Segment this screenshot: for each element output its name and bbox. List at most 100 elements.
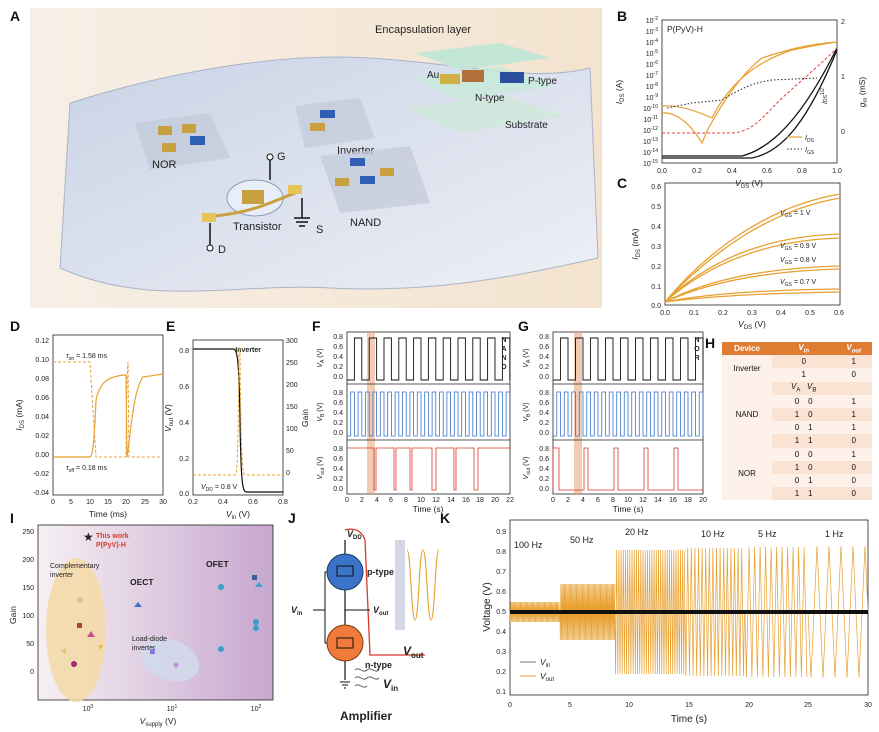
svg-text:0.6: 0.6 — [333, 456, 343, 463]
b-gm-curve-2 — [662, 49, 838, 159]
panel-label-c: C — [617, 175, 628, 191]
g-vb-wave — [553, 391, 704, 437]
j-vout-label: Vout — [373, 605, 388, 617]
svg-text:0.2: 0.2 — [333, 476, 343, 483]
svg-text:10: 10 — [417, 497, 425, 504]
panel-label-b: B — [617, 8, 628, 24]
svg-text:10-15: 10-15 — [643, 159, 658, 168]
svg-text:2: 2 — [360, 497, 364, 504]
svg-text:0: 0 — [841, 129, 845, 136]
svg-text:300: 300 — [286, 338, 298, 345]
svg-text:10-3: 10-3 — [646, 27, 658, 36]
svg-text:10-2: 10-2 — [646, 16, 658, 25]
svg-text:0.9: 0.9 — [496, 529, 506, 536]
svg-text:A: A — [501, 346, 506, 353]
e-yticks: 0.8 0.6 0.4 0.2 0.0 — [179, 348, 189, 498]
c-label-09v: VGS = 0.9 V — [780, 243, 817, 252]
i-yticks: 250 200 150 100 50 0 — [22, 529, 34, 676]
svg-text:14: 14 — [447, 497, 455, 504]
d-xticks: 0 5 10 15 20 25 30 — [51, 499, 167, 506]
svg-text:14: 14 — [654, 497, 662, 504]
svg-text:0.8: 0.8 — [179, 348, 189, 355]
svg-text:0.6: 0.6 — [333, 400, 343, 407]
svg-text:0.4: 0.4 — [496, 629, 506, 636]
j-vin-big: Vin — [383, 677, 398, 693]
svg-text:0.3: 0.3 — [496, 649, 506, 656]
svg-text:10-13: 10-13 — [643, 137, 658, 146]
svg-text:0.6: 0.6 — [834, 310, 844, 317]
svg-text:12: 12 — [432, 497, 440, 504]
svg-text:22: 22 — [506, 497, 514, 504]
j-vin-wave — [354, 668, 380, 688]
ptype-label: P-type — [528, 76, 557, 87]
group-nor: NOR — [722, 447, 772, 501]
nand-label: NAND — [350, 217, 381, 229]
svg-text:0.2: 0.2 — [539, 364, 549, 371]
svg-text:O: O — [694, 346, 700, 353]
e-xlabel: Vin (V) — [226, 509, 250, 521]
g-ticks: 0.8 0.6 0.4 0.2 0.0 0.8 0.6 0.4 0.2 0.0 … — [539, 334, 549, 493]
encapsulation-stack — [405, 43, 565, 133]
complementary-label: Complementary — [50, 563, 100, 570]
svg-text:20: 20 — [491, 497, 499, 504]
svg-text:0.8: 0.8 — [539, 334, 549, 341]
c-curve-1v — [664, 193, 841, 303]
d-ton: τon = 1.58 ms — [66, 353, 108, 362]
g-xlabel: Time (s) — [613, 504, 644, 514]
d-xlabel: Time (ms) — [89, 509, 127, 519]
svg-text:150: 150 — [22, 585, 34, 592]
panel-j-amplifier: VDD p-type n-type Vin Vout Vout Vin Ampl… — [291, 528, 440, 723]
e-y2label: Gain — [300, 409, 310, 427]
svg-text:30: 30 — [159, 499, 167, 506]
svg-text:0.4: 0.4 — [218, 499, 228, 506]
svg-text:0: 0 — [30, 669, 34, 676]
svg-text:0.3: 0.3 — [651, 244, 661, 251]
c-ylabel: IDS (mA) — [630, 228, 642, 260]
svg-text:200: 200 — [286, 382, 298, 389]
svg-text:0.2: 0.2 — [179, 456, 189, 463]
n-type-transistor — [326, 624, 364, 662]
k-legend: Vin Vout — [520, 657, 554, 683]
i-markers — [61, 575, 263, 668]
j-vtc-curve — [344, 528, 425, 656]
svg-text:18: 18 — [684, 497, 692, 504]
th-vin: Vin — [772, 342, 836, 356]
svg-text:0.4: 0.4 — [727, 168, 737, 175]
svg-text:0.8: 0.8 — [333, 446, 343, 453]
svg-text:2: 2 — [566, 497, 570, 504]
svg-text:0.04: 0.04 — [35, 414, 49, 421]
c-label-1v: VGS = 1 V — [780, 210, 811, 219]
e-vout-curve — [193, 348, 283, 493]
th-device: Device — [722, 342, 772, 356]
gate-terminal-label: G — [277, 151, 286, 163]
svg-text:10: 10 — [86, 499, 94, 506]
svg-text:10-7: 10-7 — [646, 71, 658, 80]
j-title: Amplifier — [340, 709, 392, 723]
k-xticks: 0 5 10 15 20 25 30 — [508, 702, 872, 709]
f-highlight — [367, 332, 375, 494]
svg-text:50 Hz: 50 Hz — [570, 535, 594, 545]
svg-text:10-8: 10-8 — [646, 82, 658, 91]
k-vout-seg-4 — [744, 546, 808, 678]
svg-text:0.6: 0.6 — [539, 456, 549, 463]
svg-text:0.8: 0.8 — [278, 499, 288, 506]
j-vdd: VDD — [347, 529, 362, 541]
svg-text:100: 100 — [286, 426, 298, 433]
svg-text:16: 16 — [669, 497, 677, 504]
f-vb-wave — [347, 391, 511, 437]
svg-text:0.0: 0.0 — [539, 374, 549, 381]
svg-text:0.6: 0.6 — [496, 589, 506, 596]
g-highlight — [574, 332, 582, 494]
e-y2ticks: 300 250 200 150 100 50 0 — [286, 338, 298, 477]
load-diode-label-2: inverter — [132, 645, 156, 652]
svg-text:0.6: 0.6 — [179, 384, 189, 391]
i-xlabel: Vsupply (V) — [140, 716, 177, 728]
c-curve-07v — [664, 288, 841, 303]
panel-label-j: J — [288, 510, 296, 526]
f-xticks: 0 2 4 6 8 10 12 14 16 18 20 22 — [345, 497, 514, 504]
panel-label-e: E — [166, 318, 176, 334]
panel-c-output-plot: 0.6 0.5 0.4 0.3 0.2 0.1 0.0 0.0 0.1 0.2 … — [630, 182, 844, 331]
svg-text:15: 15 — [685, 702, 693, 709]
svg-text:-0.04: -0.04 — [33, 490, 49, 497]
